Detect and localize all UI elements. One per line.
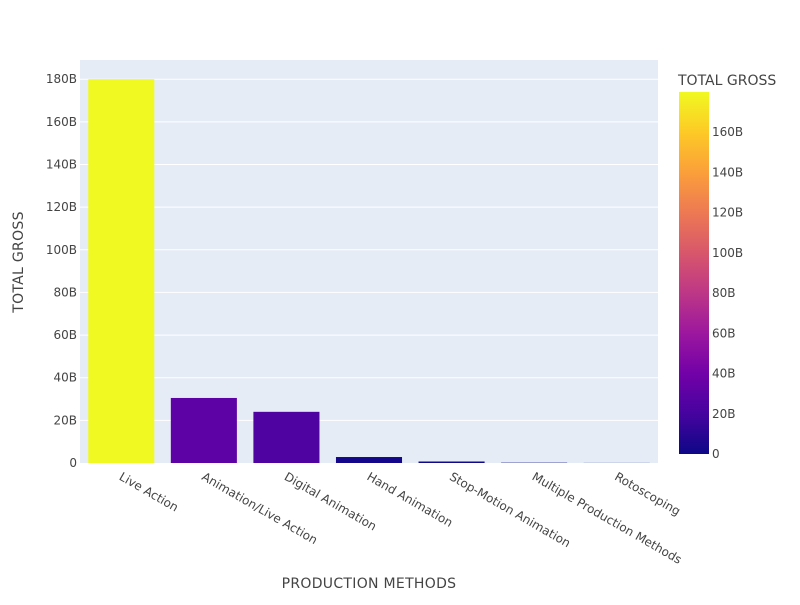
bar[interactable] [336, 457, 402, 463]
colorbar-title: TOTAL GROSS [677, 73, 776, 89]
y-tick-label: 140B [46, 157, 77, 171]
colorbar-tick-label: 100B [712, 246, 743, 260]
bar[interactable] [419, 462, 485, 463]
x-tick-label: Rotoscoping [612, 469, 683, 518]
x-axis-title: PRODUCTION METHODS [282, 576, 457, 592]
colorbar [679, 92, 709, 454]
colorbar-ticks: 0 20B 40B 60B 80B 100B 120B 140B 160B [712, 125, 743, 461]
y-tick-label: 0 [69, 456, 77, 470]
x-tick-label: Live Action [117, 469, 181, 514]
y-tick-label: 160B [46, 115, 77, 129]
plot-background [80, 60, 658, 463]
colorbar-tick-label: 160B [712, 125, 743, 139]
y-tick-label: 40B [53, 371, 77, 385]
y-axis-ticks: 0 20B 40B 60B 80B 100B 120B 140B 160B 180B [46, 72, 77, 470]
y-tick-label: 60B [53, 328, 77, 342]
y-tick-label: 100B [46, 243, 77, 257]
colorbar-tick-label: 40B [712, 367, 736, 381]
y-tick-label: 20B [53, 413, 77, 427]
bar[interactable] [253, 412, 319, 463]
bar[interactable] [88, 79, 154, 463]
bar[interactable] [171, 398, 237, 463]
x-tick-label: Multiple Production Methods [530, 469, 685, 566]
colorbar-tick-label: 140B [712, 165, 743, 179]
y-tick-label: 80B [53, 285, 77, 299]
colorbar-tick-label: 20B [712, 407, 736, 421]
y-axis-title: TOTAL GROSS [11, 211, 27, 314]
y-tick-label: 120B [46, 200, 77, 214]
colorbar-tick-label: 80B [712, 286, 736, 300]
y-tick-label: 180B [46, 72, 77, 86]
colorbar-tick-label: 0 [712, 447, 720, 461]
colorbar-tick-label: 120B [712, 206, 743, 220]
colorbar-tick-label: 60B [712, 326, 736, 340]
